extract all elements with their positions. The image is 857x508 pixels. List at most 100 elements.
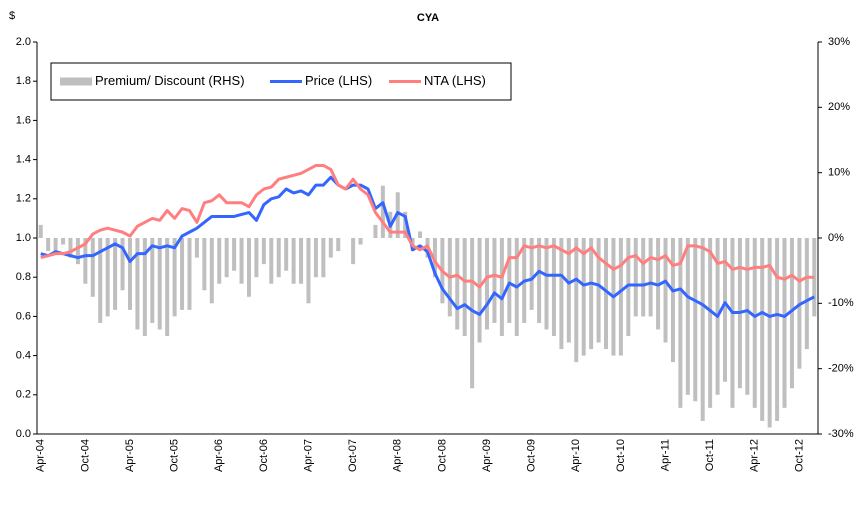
bar bbox=[358, 238, 363, 245]
bar bbox=[708, 238, 713, 408]
legend-label: Price (LHS) bbox=[305, 73, 372, 88]
bar bbox=[618, 238, 623, 356]
bar bbox=[589, 238, 594, 350]
bar bbox=[775, 238, 780, 421]
bar bbox=[559, 238, 564, 350]
bar bbox=[217, 238, 222, 284]
bar bbox=[537, 238, 542, 323]
bar bbox=[403, 211, 408, 238]
x-tick-label: Oct-10 bbox=[615, 439, 627, 472]
bar bbox=[767, 238, 772, 428]
bar bbox=[299, 238, 304, 284]
x-tick-label: Apr-06 bbox=[213, 439, 225, 472]
bar bbox=[730, 238, 735, 408]
bar bbox=[232, 238, 237, 271]
bar bbox=[574, 238, 579, 363]
bar bbox=[663, 238, 668, 343]
bar bbox=[418, 231, 423, 238]
bar bbox=[291, 238, 296, 284]
bar bbox=[648, 238, 653, 317]
bar bbox=[224, 238, 229, 278]
y-tick-label: 0.2 bbox=[16, 389, 31, 401]
x-tick-label: Oct-07 bbox=[347, 439, 359, 472]
bar bbox=[165, 238, 170, 336]
y2-tick-label: 10% bbox=[828, 167, 850, 179]
y-tick-label: 1.4 bbox=[16, 154, 31, 166]
y-tick-label: 1.8 bbox=[16, 75, 31, 87]
legend-label: NTA (LHS) bbox=[424, 73, 486, 88]
chart-title: CYA bbox=[417, 12, 439, 24]
bar bbox=[209, 238, 214, 304]
y2-tick-label: 0% bbox=[828, 232, 844, 244]
bar bbox=[172, 238, 177, 317]
bar bbox=[306, 238, 311, 304]
bar bbox=[670, 238, 675, 363]
y-tick-label: 0.8 bbox=[16, 271, 31, 283]
bar bbox=[551, 238, 556, 336]
bar bbox=[90, 238, 95, 297]
bar bbox=[336, 238, 341, 252]
y-tick-label: 1.0 bbox=[16, 232, 31, 244]
y-tick-label: 1.2 bbox=[16, 193, 31, 205]
x-tick-label: Apr-11 bbox=[659, 439, 671, 471]
bar bbox=[812, 238, 817, 317]
bar bbox=[351, 238, 356, 265]
y2-tick-label: -30% bbox=[828, 428, 854, 440]
y-tick-label: 1.6 bbox=[16, 114, 31, 126]
y-axis-label: $ bbox=[9, 10, 15, 22]
bar bbox=[789, 238, 794, 389]
bar bbox=[187, 238, 192, 310]
bar bbox=[269, 238, 274, 284]
bar bbox=[127, 238, 132, 310]
y2-tick-label: 20% bbox=[828, 101, 850, 113]
y-tick-label: 2.0 bbox=[16, 36, 31, 48]
bar bbox=[745, 238, 750, 395]
bar bbox=[284, 238, 289, 271]
bar bbox=[723, 238, 728, 382]
y-tick-label: 0.4 bbox=[16, 350, 31, 362]
bar bbox=[157, 238, 162, 330]
y2-tick-label: -20% bbox=[828, 363, 854, 375]
bar bbox=[46, 238, 51, 252]
bar bbox=[98, 238, 103, 323]
bar bbox=[693, 238, 698, 402]
bar bbox=[499, 238, 504, 336]
bar bbox=[150, 238, 155, 323]
y2-tick-label: -10% bbox=[828, 297, 854, 309]
x-tick-label: Apr-05 bbox=[124, 439, 136, 472]
legend-label: Premium/ Discount (RHS) bbox=[95, 73, 245, 88]
bar bbox=[120, 238, 125, 291]
y-tick-label: 0.6 bbox=[16, 310, 31, 322]
legend-swatch bbox=[60, 77, 92, 86]
bar bbox=[83, 238, 88, 284]
bar bbox=[135, 238, 140, 330]
bar bbox=[581, 238, 586, 356]
bar bbox=[566, 238, 571, 343]
bar bbox=[239, 238, 244, 284]
bar bbox=[782, 238, 787, 408]
bar bbox=[455, 238, 460, 330]
bar bbox=[254, 238, 259, 278]
bar bbox=[313, 238, 318, 278]
bar bbox=[53, 238, 58, 252]
bar bbox=[678, 238, 683, 408]
x-tick-label: Apr-10 bbox=[570, 439, 582, 472]
bar bbox=[633, 238, 638, 317]
x-tick-label: Oct-11 bbox=[704, 439, 716, 471]
bar bbox=[105, 238, 110, 317]
bar bbox=[529, 238, 534, 310]
bar bbox=[113, 238, 118, 310]
bar bbox=[194, 238, 199, 258]
x-tick-label: Oct-04 bbox=[79, 439, 91, 472]
bar bbox=[61, 238, 66, 245]
bar bbox=[373, 224, 378, 238]
bar bbox=[700, 238, 705, 421]
bar bbox=[462, 238, 467, 336]
bar bbox=[432, 238, 437, 278]
x-tick-label: Oct-09 bbox=[526, 439, 538, 472]
bar bbox=[626, 238, 631, 336]
x-tick-label: Apr-08 bbox=[392, 439, 404, 472]
bar bbox=[202, 238, 207, 291]
